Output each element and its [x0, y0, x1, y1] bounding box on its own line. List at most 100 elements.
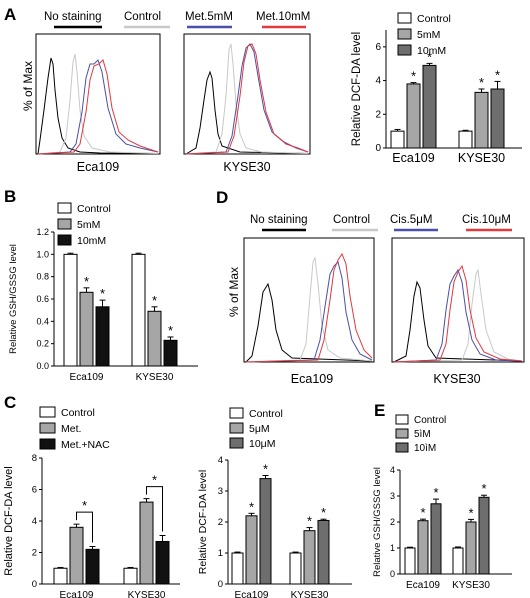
y-axis-label: Relative GSH/GSSG level [8, 244, 19, 354]
significance-star: * [433, 485, 438, 500]
significance-star: * [84, 274, 89, 289]
bar [79, 291, 94, 367]
bar [458, 130, 473, 149]
y-tick-label: 2 [32, 548, 37, 559]
significance-star: * [420, 505, 425, 520]
bar [404, 547, 416, 575]
curve-cis5 [393, 268, 523, 363]
legend-label: 10mM [77, 235, 106, 247]
significance-star: * [82, 498, 87, 513]
panel-letter-e: E [374, 401, 385, 420]
bar [303, 530, 316, 585]
flow-cell-label-d-eca109: Eca109 [291, 372, 333, 386]
y-tick-label: 6 [375, 42, 381, 53]
y-tick-label: 3 [390, 491, 395, 501]
y-tick-label: 0 [375, 143, 381, 154]
bar [474, 91, 489, 149]
bar [163, 339, 178, 367]
flow-frame-d-eca109 [243, 237, 375, 363]
y-tick-label: 4 [390, 465, 395, 475]
y-tick-label: 0.6 [36, 294, 49, 304]
bar-chart-e: 0 1 2 3 4 Relative GSH/GSSG level * * Eca109 * * KY… [372, 414, 512, 591]
bar [69, 526, 84, 585]
y-axis-label: Relative DCF-DA level [3, 466, 15, 575]
y-tick-label: 4 [32, 516, 37, 527]
legend-label: 5μM [249, 423, 270, 435]
bar [478, 496, 490, 575]
panel-a-flow: No staining Control Met.5mM Met.10mM % o… [21, 11, 311, 174]
legend-met10: Met.10mM [256, 11, 310, 23]
legend-cis10: Cis.10μM [462, 214, 511, 226]
legend-swatch [39, 406, 56, 418]
x-category-label: KYSE30 [136, 372, 174, 383]
significance-star: * [427, 49, 432, 64]
flow-cell-label-a-kyse30: KYSE30 [223, 160, 270, 174]
legend-swatch [395, 414, 409, 425]
y-tick-label: 6 [32, 485, 37, 496]
curve-cis10 [245, 252, 373, 363]
y-tick-label: 0 [390, 569, 395, 579]
y-tick-label: 2 [218, 517, 223, 528]
bar [490, 88, 505, 149]
panel-letter-b: B [4, 187, 16, 206]
bar [289, 552, 302, 585]
bar [123, 567, 138, 585]
legend-label: 5mM [77, 219, 100, 231]
legend-label: Control [417, 13, 451, 25]
y-tick-label: 1.2 [36, 227, 49, 237]
y-axis-label: Relative DCF-DA level [197, 470, 209, 574]
legend-swatch [229, 422, 244, 434]
x-category-label: Eca109 [70, 372, 104, 383]
legend-swatch [39, 438, 56, 450]
legend-swatch [395, 442, 409, 453]
curve-control [245, 256, 373, 363]
significance-star: * [411, 69, 416, 84]
legend-swatch [39, 422, 56, 434]
legend-label: 10ìM [414, 443, 436, 454]
bar [390, 130, 405, 149]
legend-label: Control [249, 408, 283, 420]
legend-cis5: Cis.5μM [390, 214, 432, 226]
bar [452, 547, 464, 575]
flow-frame-a-kyse30 [183, 33, 311, 155]
y-axis-label: Relative GSH/GSSG level [372, 467, 383, 577]
legend-swatch [397, 12, 412, 24]
curve-cis10 [393, 264, 523, 363]
flow-cell-label-a-eca109: Eca109 [77, 160, 119, 174]
legend-label: Control [61, 407, 95, 419]
bar [85, 548, 100, 585]
panel-letter-c: C [4, 393, 16, 412]
legend-swatch [395, 428, 409, 439]
curve-met10 [37, 59, 159, 155]
x-category-label: KYSE30 [128, 590, 166, 598]
bar [53, 567, 68, 585]
legend-label: Met.+NAC [61, 439, 110, 451]
bar [417, 520, 429, 575]
significance-star: * [495, 67, 500, 82]
significance-bracket [76, 511, 93, 543]
y-tick-label: 1 [218, 548, 223, 559]
bar-chart-c-met: 0 2 4 6 8 Relative DCF-DA level Eca109 KYSE30 * *… [3, 406, 180, 598]
curve-no-staining [37, 57, 159, 155]
significance-star: * [249, 499, 254, 514]
legend-control: Control [124, 11, 161, 23]
x-category-label: Eca109 [60, 590, 94, 598]
bar [147, 310, 162, 367]
y-tick-label: 4 [375, 76, 381, 87]
y-tick-label: 2 [390, 517, 395, 527]
significance-star: * [468, 505, 473, 520]
legend-label: 10μM [249, 438, 275, 450]
flow-frame-a-eca109 [35, 33, 161, 155]
bar [259, 478, 272, 585]
bar-chart-b: 0.0 0.2 0.4 0.6 0.8 1.0 1.2 Relative GSH/GSSG l… [8, 202, 198, 383]
legend-swatch [57, 202, 72, 214]
legend-no-staining: No staining [44, 11, 102, 23]
x-category-label: KYSE30 [291, 590, 329, 598]
y-tick-label: 4 [218, 455, 223, 466]
y-tick-label: 2 [375, 109, 381, 120]
bar-chart-a: 0 2 4 6 Relative DCF-DA level * * Eca109 * * KYSE3… [351, 12, 522, 165]
panel-d-flow: No staining Control Cis.5μM Cis.10μM % o… [227, 214, 525, 386]
legend-label: Met. [61, 423, 81, 435]
legend-swatch [397, 28, 412, 40]
